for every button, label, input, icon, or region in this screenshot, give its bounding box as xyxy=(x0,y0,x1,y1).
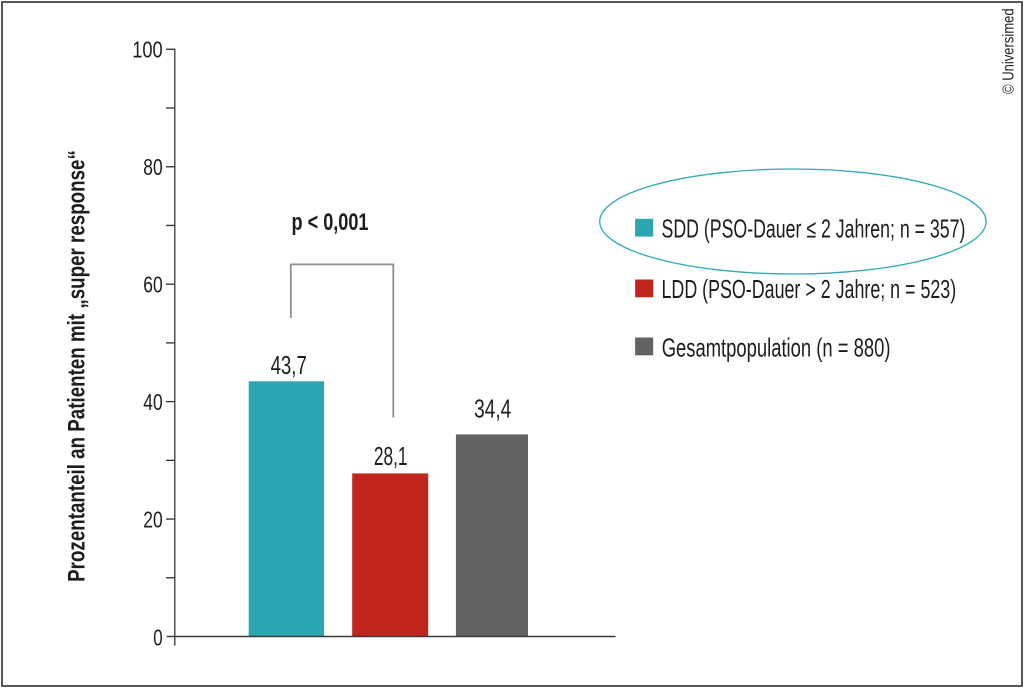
svg-text:20: 20 xyxy=(143,507,162,533)
svg-text:Gesamtpopulation (n = 880): Gesamtpopulation (n = 880) xyxy=(662,333,891,362)
svg-text:0: 0 xyxy=(153,626,162,651)
svg-text:p < 0,001: p < 0,001 xyxy=(292,209,369,236)
svg-text:© Universimed: © Universimed xyxy=(1001,8,1018,94)
svg-text:SDD (PSO-Dauer ≤ 2 Jahren; n =: SDD (PSO-Dauer ≤ 2 Jahren; n = 357) xyxy=(662,214,966,243)
svg-text:43,7: 43,7 xyxy=(271,351,307,380)
svg-text:28,1: 28,1 xyxy=(374,442,408,471)
svg-text:LDD (PSO-Dauer > 2 Jahre; n =: LDD (PSO-Dauer > 2 Jahre; n = 523) xyxy=(662,275,957,304)
svg-text:40: 40 xyxy=(143,389,162,415)
svg-text:80: 80 xyxy=(143,155,162,181)
svg-text:Prozentanteil an Patienten mit: Prozentanteil an Patienten mit „super re… xyxy=(63,150,90,582)
svg-text:34,4: 34,4 xyxy=(474,395,511,423)
svg-text:60: 60 xyxy=(143,272,162,298)
svg-text:100: 100 xyxy=(132,37,162,63)
